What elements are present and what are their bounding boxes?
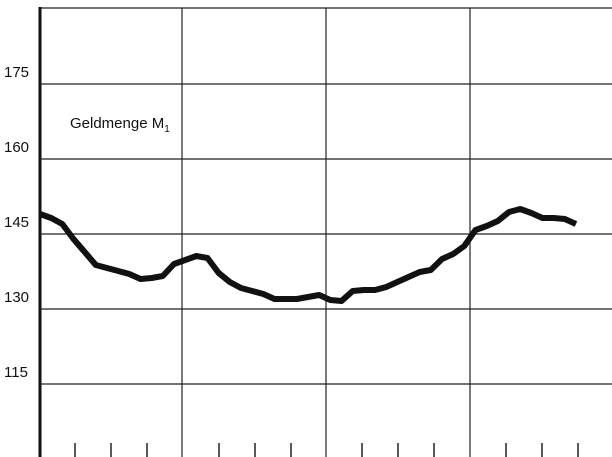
y-tick-label: 115 [4, 364, 28, 381]
y-tick-label: 160 [4, 139, 29, 156]
y-tick-label: 130 [4, 289, 29, 306]
annotation-text: Geldmenge M [70, 115, 164, 132]
y-tick-label: 145 [4, 214, 29, 231]
minor-ticks [74, 443, 579, 457]
annotation: Geldmenge M1 [70, 115, 170, 135]
annotation-subscript: 1 [164, 124, 170, 135]
data-line [38, 206, 578, 304]
y-tick-label: 175 [4, 64, 29, 81]
